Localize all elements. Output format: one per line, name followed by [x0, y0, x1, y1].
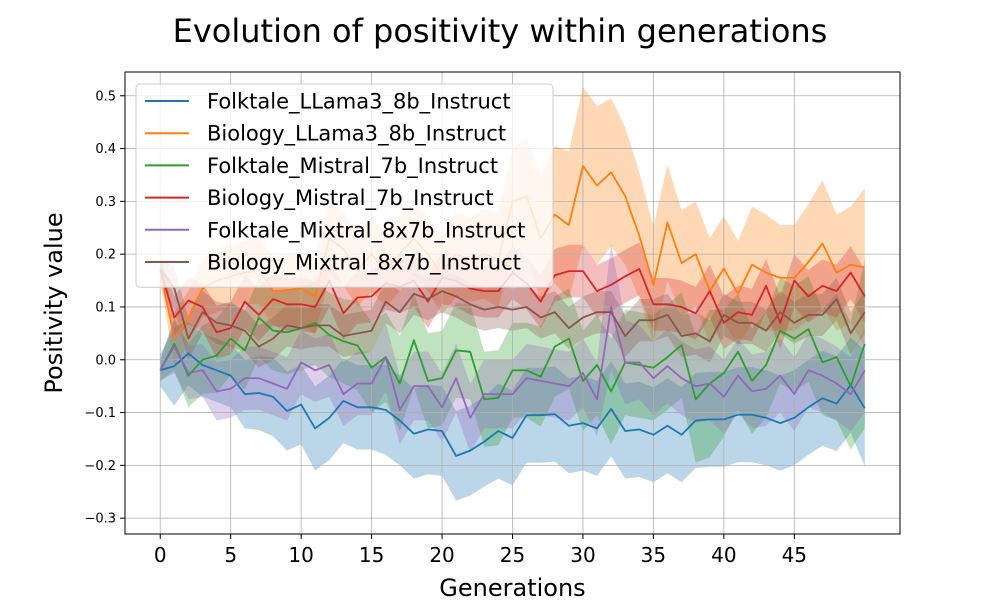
x-tick-label: 0: [154, 543, 167, 567]
legend: Folktale_LLama3_8b_Instruct Biology_LLama…: [135, 83, 554, 288]
legend-entry: Folktale_LLama3_8b_Instruct: [207, 90, 511, 115]
legend-entry: Folktale_Mistral_7b_Instruct: [207, 154, 498, 179]
y-tick-label: −0.3: [84, 512, 116, 527]
series-line-Folktale_Mixtral_8x7b_Instruct: [159, 306, 866, 419]
x-tick-label: 40: [711, 543, 736, 567]
legend-entry: Folktale_Mixtral_8x7b_Instruct: [207, 218, 525, 243]
x-tick-label: 45: [782, 543, 807, 567]
x-tick-label: 5: [224, 543, 237, 567]
x-tick-label: 20: [429, 543, 454, 567]
legend-entry: Biology_Mixtral_8x7b_Instruct: [207, 251, 521, 276]
y-tick-label: 0.5: [95, 89, 116, 104]
y-tick-label: −0.1: [84, 406, 116, 421]
chart-title: Evolution of positivity within generatio…: [172, 12, 828, 50]
y-tick-label: 0.3: [95, 195, 116, 210]
y-tick-label: 0.4: [95, 142, 116, 157]
x-axis: 0 5 10 15 20 25 30 35 40 45: [154, 534, 807, 567]
y-axis-label: Positivity value: [40, 212, 68, 393]
x-tick-label: 35: [641, 543, 666, 567]
y-tick-label: −0.2: [84, 459, 116, 474]
series-line-Biology_Mixtral_8x7b_Instruct: [159, 268, 866, 348]
legend-entry: Biology_Mistral_7b_Instruct: [207, 186, 494, 211]
y-tick-label: 0.2: [95, 248, 116, 263]
series-line-Folktale_Mistral_7b_Instruct: [159, 316, 866, 401]
x-axis-label: Generations: [439, 574, 585, 600]
series-line-Folktale_LLama3_8b_Instruct: [159, 352, 866, 457]
y-tick-label: 0.0: [95, 353, 116, 368]
y-axis: −0.3 −0.2 −0.1 0.0 0.1 0.2 0.3 0.4 0.5: [84, 89, 125, 527]
band-Folktale_Mixtral_8x7b_Instruct: [160, 243, 865, 453]
x-tick-label: 30: [570, 543, 595, 567]
legend-entry: Biology_LLama3_8b_Instruct: [207, 122, 506, 147]
x-tick-label: 10: [288, 543, 313, 567]
legend-box: [135, 83, 554, 288]
x-tick-label: 25: [500, 543, 525, 567]
x-tick-label: 15: [359, 543, 384, 567]
y-tick-label: 0.1: [95, 300, 116, 315]
